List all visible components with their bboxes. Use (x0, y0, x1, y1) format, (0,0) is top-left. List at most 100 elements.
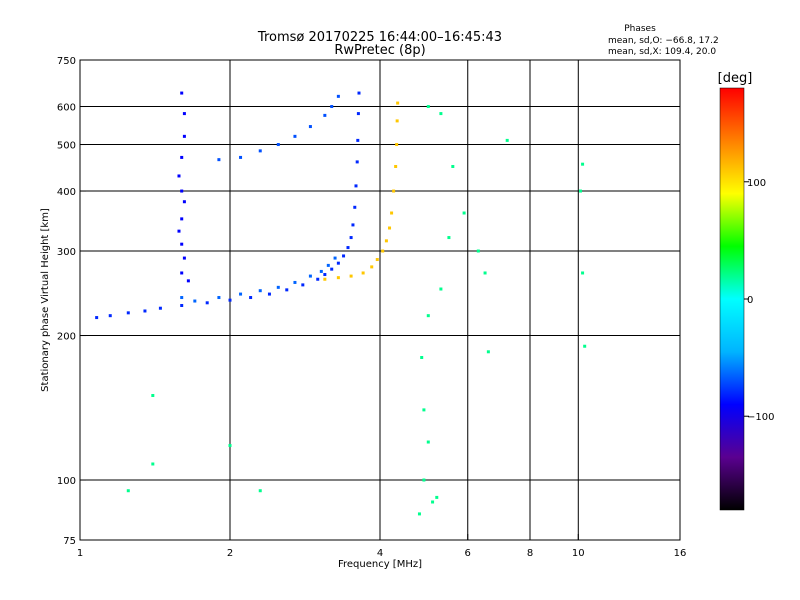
data-point (417, 512, 421, 516)
data-point (361, 271, 365, 275)
data-point (351, 223, 355, 227)
data-point (353, 205, 357, 209)
data-point (205, 301, 209, 305)
data-point (301, 283, 305, 287)
data-point (151, 462, 155, 466)
data-point (396, 101, 400, 105)
data-point (422, 408, 426, 412)
y-tick-label: 75 (63, 536, 76, 547)
x-tick-label: 8 (527, 548, 533, 559)
y-tick-label: 200 (57, 332, 76, 343)
colorbar (719, 87, 745, 511)
y-tick-label: 100 (57, 476, 76, 487)
data-point (388, 226, 392, 230)
data-point (193, 299, 197, 303)
data-point (182, 256, 186, 260)
data-point (392, 189, 396, 193)
data-point (390, 211, 394, 215)
data-point (177, 174, 181, 178)
data-point (326, 263, 330, 267)
data-point (180, 296, 184, 300)
x-axis-label: Frequency [MHz] (338, 559, 422, 570)
data-point (435, 495, 439, 499)
data-point (355, 160, 359, 164)
data-point (330, 267, 334, 271)
y-tick-label: 400 (57, 187, 76, 198)
colorbar-ticks: −100 0 100 (744, 178, 774, 423)
data-point (276, 285, 280, 289)
data-point (354, 184, 358, 188)
data-point (267, 292, 271, 296)
data-point (239, 155, 243, 159)
data-point (319, 269, 323, 273)
data-point (180, 271, 184, 275)
data-point (177, 229, 181, 233)
data-point (239, 292, 243, 296)
data-point (336, 261, 340, 265)
data-point (293, 280, 297, 284)
data-point (505, 138, 509, 142)
data-point (356, 112, 360, 116)
data-point (447, 236, 451, 240)
y-tick-label: 750 (57, 56, 76, 67)
data-point (323, 273, 327, 277)
data-point (384, 239, 388, 243)
data-point (349, 236, 353, 240)
data-point (180, 91, 184, 95)
data-point (217, 296, 221, 300)
data-point (180, 189, 184, 193)
data-point (439, 112, 443, 116)
x-tick-label: 4 (377, 548, 383, 559)
data-point (336, 276, 340, 280)
data-point (462, 211, 466, 215)
data-point (108, 314, 112, 318)
data-point (249, 296, 253, 300)
data-point (293, 134, 297, 138)
data-point (395, 119, 399, 123)
data-point (95, 316, 99, 320)
data-point (342, 254, 346, 258)
chart-subtitle: RwPretec (8p) (334, 43, 425, 58)
data-point (451, 164, 455, 168)
data-point (578, 189, 582, 193)
data-point (258, 289, 262, 293)
data-point (276, 143, 280, 147)
data-point (356, 138, 360, 142)
data-point (581, 162, 585, 166)
chart-title: Tromsø 20170225 16:44:00–16:45:43 (257, 30, 502, 45)
y-axis-label: Stationary phase Virtual Height [km] (40, 208, 51, 392)
data-point (357, 91, 361, 95)
y-tick-label: 600 (57, 103, 76, 114)
data-point (308, 274, 312, 278)
data-point (583, 344, 587, 348)
data-point (483, 271, 487, 275)
data-point (426, 105, 430, 109)
data-point (426, 314, 430, 318)
stats-line-x: mean, sd,X: 109.4, 20.0 (608, 47, 716, 57)
y-tick-label: 500 (57, 141, 76, 152)
colorbar-tick-label: 0 (747, 295, 753, 306)
x-tick-label: 1 (77, 548, 83, 559)
data-point (486, 350, 490, 354)
y-tick-label: 300 (57, 247, 76, 258)
data-point (180, 155, 184, 159)
data-point (431, 500, 435, 504)
data-point (258, 489, 262, 493)
x-axis-ticks: 1 2 4 6 8 10 16 (77, 534, 686, 559)
colorbar-tick-label: 100 (747, 178, 766, 189)
data-point (420, 355, 424, 359)
data-point (308, 125, 312, 129)
data-point (186, 279, 190, 283)
data-point (370, 265, 374, 269)
data-point (346, 246, 350, 250)
y-axis-ticks: 75 100 200 300 400 500 600 750 (57, 56, 86, 547)
data-point (316, 277, 320, 281)
data-point (182, 200, 186, 204)
data-point (158, 306, 162, 310)
data-point (349, 274, 353, 278)
data-point (426, 440, 430, 444)
data-point (336, 94, 340, 98)
data-point (333, 256, 337, 260)
data-point (395, 143, 399, 147)
